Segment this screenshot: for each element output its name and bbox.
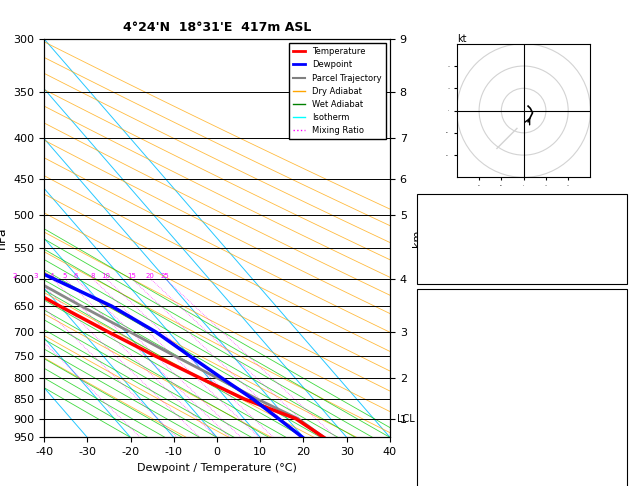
Text: 34: 34 xyxy=(610,199,623,209)
Text: CAPE (J): CAPE (J) xyxy=(424,432,474,442)
Legend: Temperature, Dewpoint, Parcel Trajectory, Dry Adiabat, Wet Adiabat, Isotherm, Mi: Temperature, Dewpoint, Parcel Trajectory… xyxy=(289,43,386,139)
Text: 10: 10 xyxy=(101,273,111,279)
Text: 1: 1 xyxy=(616,404,623,414)
Bar xyxy=(417,289,627,486)
Text: 19.8: 19.8 xyxy=(598,347,623,358)
Text: LCL: LCL xyxy=(397,414,415,424)
Text: © weatheronline.co.uk: © weatheronline.co.uk xyxy=(460,471,584,481)
Text: θᴄ(K): θᴄ(K) xyxy=(424,376,455,386)
Text: 396: 396 xyxy=(604,460,623,470)
Text: PW (cm): PW (cm) xyxy=(424,256,467,266)
Text: 6: 6 xyxy=(73,273,77,279)
Text: K: K xyxy=(424,199,430,209)
Text: Dewp (°C): Dewp (°C) xyxy=(424,347,480,358)
Text: Surface: Surface xyxy=(500,291,544,301)
Text: 43: 43 xyxy=(610,227,623,238)
Bar xyxy=(417,194,627,284)
Text: 25: 25 xyxy=(160,273,169,279)
Text: 8: 8 xyxy=(90,273,94,279)
Text: Temp (°C): Temp (°C) xyxy=(424,319,480,330)
Text: 4: 4 xyxy=(50,273,54,279)
Text: 4.29: 4.29 xyxy=(598,256,623,266)
X-axis label: Dewpoint / Temperature (°C): Dewpoint / Temperature (°C) xyxy=(137,463,297,473)
Text: 8: 8 xyxy=(616,432,623,442)
Text: 24.7: 24.7 xyxy=(598,319,623,330)
Title: 4°24'N  18°31'E  417m ASL: 4°24'N 18°31'E 417m ASL xyxy=(123,20,311,34)
Text: 20: 20 xyxy=(146,273,155,279)
Text: Totals Totals: Totals Totals xyxy=(424,227,505,238)
Y-axis label: km
ASL: km ASL xyxy=(413,227,434,249)
Text: 2: 2 xyxy=(12,273,16,279)
Text: CIN (J): CIN (J) xyxy=(424,460,467,470)
Text: 5: 5 xyxy=(62,273,67,279)
Text: kt: kt xyxy=(457,34,466,44)
Text: Lifted Index: Lifted Index xyxy=(424,404,499,414)
Text: 346: 346 xyxy=(604,376,623,386)
Text: 15: 15 xyxy=(127,273,136,279)
Text: 3: 3 xyxy=(34,273,38,279)
Y-axis label: hPa: hPa xyxy=(0,227,8,249)
